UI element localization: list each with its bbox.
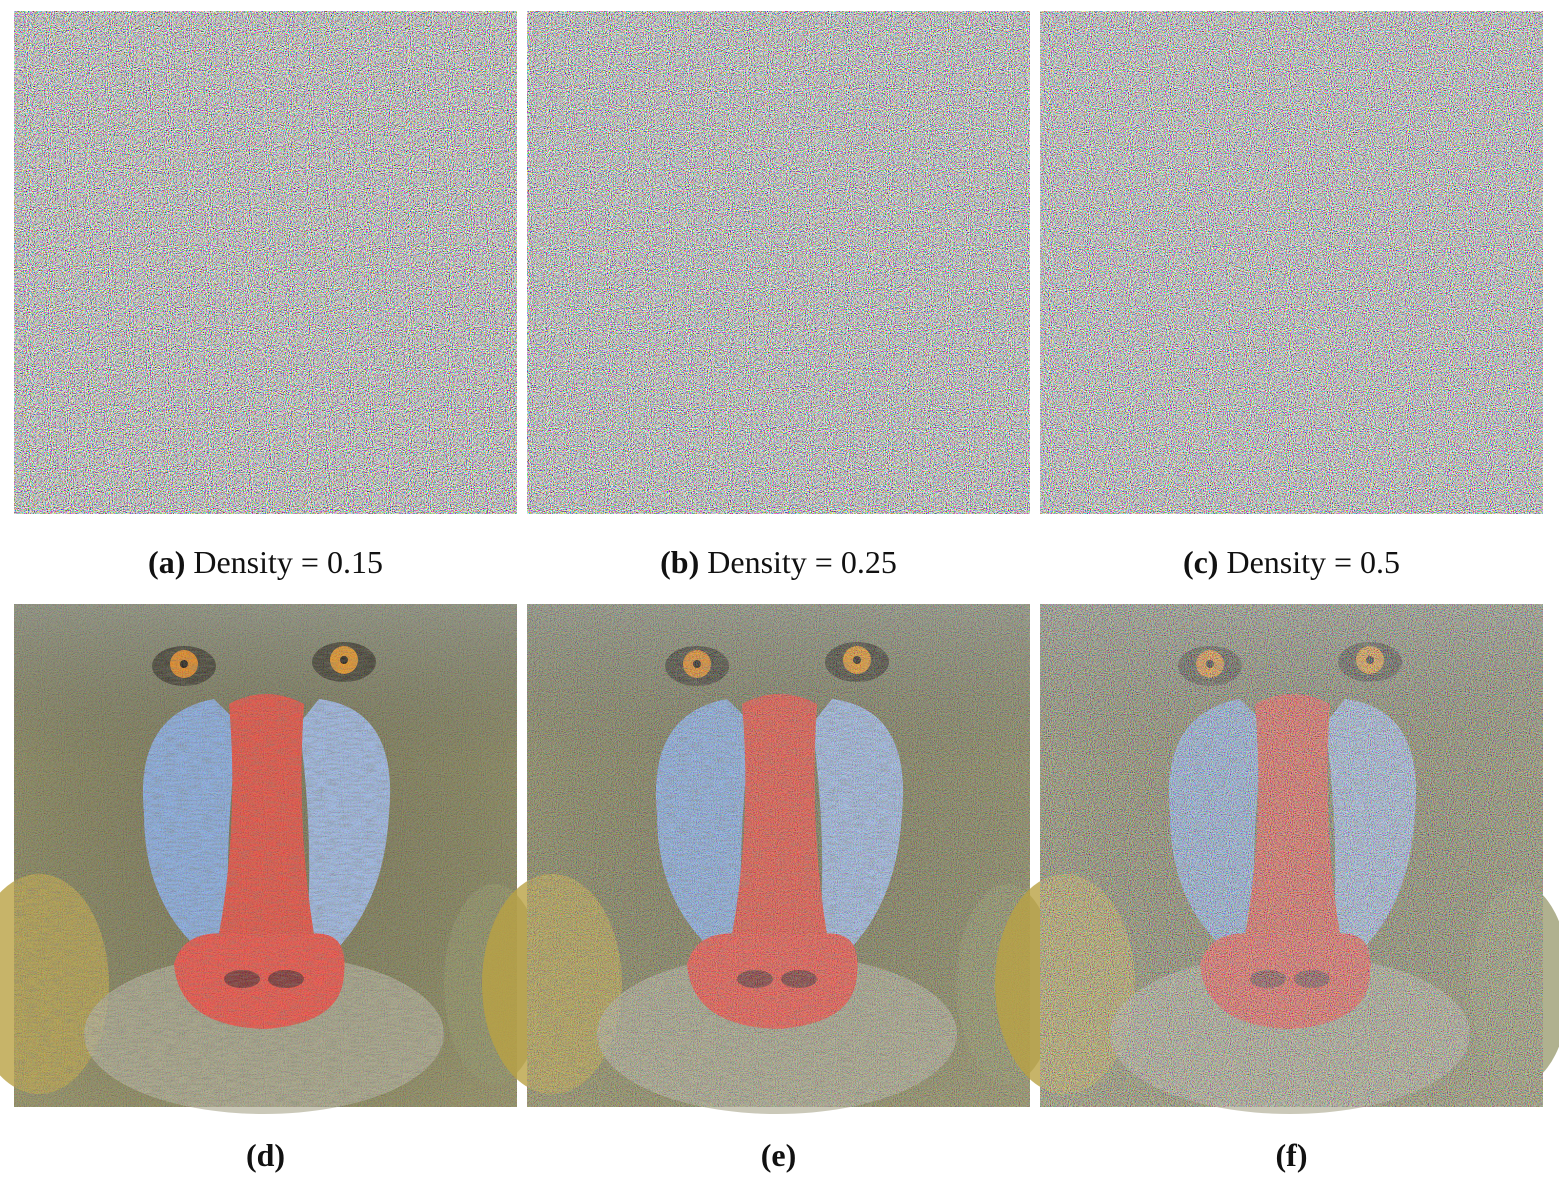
caption: (c) Density = 0.5 (1183, 544, 1400, 580)
decrypted-image (482, 604, 1057, 1114)
panel-f: (f) (995, 604, 1559, 1173)
caption: (a) Density = 0.15 (148, 544, 383, 580)
panel-label: (d) (246, 1137, 285, 1173)
caption-text: Density = 0.25 (707, 544, 897, 580)
panel-label: (b) (660, 544, 699, 580)
decrypted-image (0, 604, 544, 1114)
cipher-image (1040, 11, 1543, 514)
panel-e: (e) (482, 604, 1057, 1173)
cipher-image (14, 11, 517, 514)
panel-d: (d) (0, 604, 544, 1173)
panel-label: (f) (1276, 1137, 1308, 1173)
caption: (b) Density = 0.25 (660, 544, 897, 580)
caption-text: Density = 0.15 (193, 544, 383, 580)
panel-label: (e) (761, 1137, 797, 1173)
panel-b: (b) Density = 0.25 (527, 11, 1030, 580)
caption-text: Density = 0.5 (1226, 544, 1400, 580)
panel-c: (c) Density = 0.5 (1040, 11, 1543, 580)
panel-label: (c) (1183, 544, 1219, 580)
panel-label: (a) (148, 544, 185, 580)
decrypted-image (995, 604, 1559, 1114)
panel-a: (a) Density = 0.15 (14, 11, 517, 580)
cipher-image (527, 11, 1030, 514)
